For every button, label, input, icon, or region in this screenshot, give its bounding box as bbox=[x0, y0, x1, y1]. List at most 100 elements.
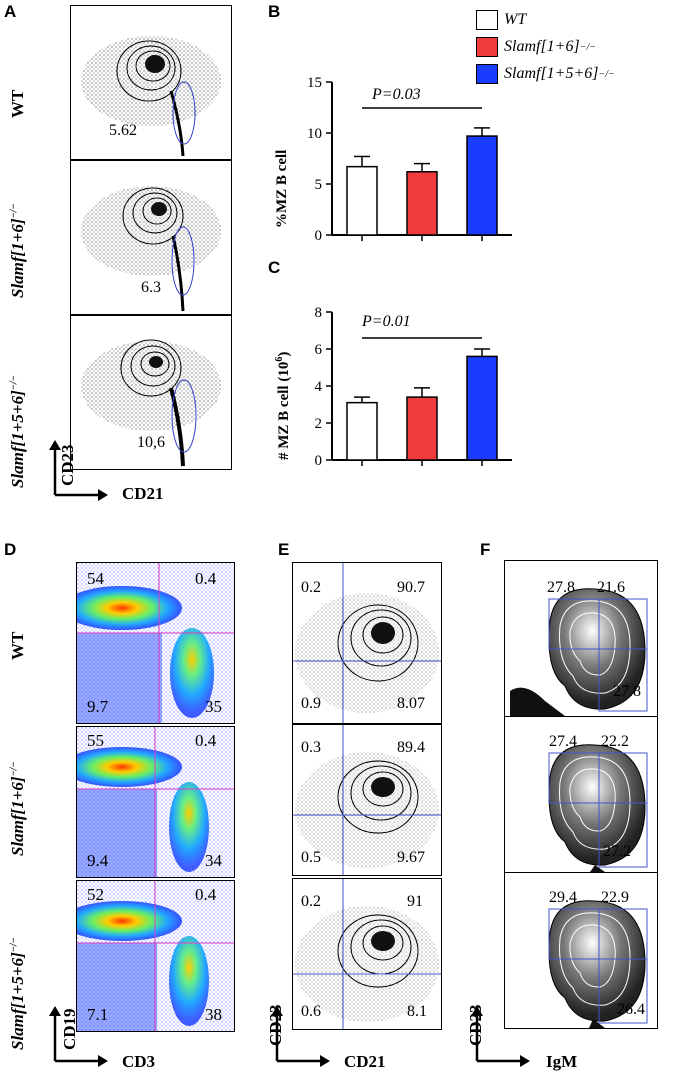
flow-contour-plot bbox=[293, 879, 441, 1029]
panel-f-gate-a: 27.4 bbox=[549, 733, 577, 750]
panel-a-plot-slamf16: 6.3 bbox=[70, 160, 232, 315]
panel-d-quadrant-bl: 7.1 bbox=[87, 1005, 109, 1024]
legend-item-wt: WT bbox=[476, 10, 526, 30]
panel-d-quadrant-tr: 0.4 bbox=[195, 885, 217, 904]
flow-contour-plot bbox=[81, 36, 221, 157]
panel-a-value: 10,6 bbox=[137, 434, 165, 451]
panel-a-axis-arrows bbox=[49, 440, 108, 501]
y-tick-label: 4 bbox=[315, 379, 323, 395]
y-tick-label: 2 bbox=[315, 416, 323, 432]
panel-a-value: 6.3 bbox=[141, 279, 161, 296]
y-tick-label: 8 bbox=[315, 305, 323, 321]
panel-d-row-label-slamf16: Slamf[1+6]−/− bbox=[8, 761, 27, 856]
flow-density-plot bbox=[77, 727, 234, 877]
panel-f-gate-a: 29.4 bbox=[549, 889, 577, 906]
flow-contour-plot bbox=[548, 900, 648, 1028]
panel-d-plot-slamf156: 52 0.4 7.1 38 bbox=[76, 880, 235, 1032]
panel-f-y-axis-label: CD23 bbox=[466, 1004, 485, 1046]
panel-d-quadrant-tr: 0.4 bbox=[195, 731, 217, 750]
panel-e-quadrant-br: 8.07 bbox=[397, 695, 425, 712]
legend-item-slamf156: Slamf[1+5+6] −/− bbox=[476, 64, 615, 84]
panel-f-axis-arrows bbox=[471, 1006, 530, 1067]
panel-e-axis-arrows bbox=[271, 1006, 330, 1067]
panel-label-f: F bbox=[480, 540, 491, 559]
panel-d-plot-slamf16: 55 0.4 9.4 34 bbox=[76, 726, 235, 878]
flow-contour-plot bbox=[510, 588, 648, 716]
y-tick-label: 5 bbox=[315, 177, 323, 193]
bar bbox=[346, 165, 378, 236]
y-tick-label: 0 bbox=[315, 228, 323, 244]
panel-d-y-axis-label: CD19 bbox=[60, 1008, 79, 1050]
panel-f-plot-slamf156: 29.4 22.9 26.4 bbox=[504, 872, 658, 1029]
panel-f-plot-slamf16: 27.4 22.2 27.2 bbox=[504, 716, 658, 873]
bar bbox=[406, 396, 438, 461]
panel-a-value: 5.62 bbox=[109, 122, 137, 139]
y-tick-label: 10 bbox=[307, 126, 322, 142]
panel-label-b: B bbox=[268, 2, 281, 21]
panel-f-gate-c: 27.2 bbox=[603, 843, 631, 860]
legend-swatch-wt bbox=[476, 10, 498, 30]
panel-d-x-axis-label: CD3 bbox=[122, 1052, 156, 1071]
panel-d-quadrant-tl: 54 bbox=[87, 569, 104, 588]
legend-item-slamf16: Slamf[1+6] −/− bbox=[476, 37, 596, 57]
panel-e-quadrant-bl: 0.6 bbox=[301, 1003, 321, 1020]
flow-contour-plot bbox=[293, 563, 441, 723]
flow-contour-plot bbox=[293, 725, 441, 875]
bar bbox=[406, 171, 438, 236]
panel-f-x-axis-label: IgM bbox=[546, 1052, 578, 1071]
flow-contour-plot bbox=[548, 744, 648, 872]
panel-e-quadrant-tr: 90.7 bbox=[397, 579, 425, 596]
panel-f-gate-a: 27.8 bbox=[547, 579, 575, 596]
panel-e-quadrant-tr: 91 bbox=[407, 893, 423, 910]
panel-b-p-value: P=0.03 bbox=[372, 86, 421, 103]
flow-density-plot bbox=[77, 563, 234, 723]
bar bbox=[346, 401, 378, 461]
panel-d-quadrant-br: 34 bbox=[205, 851, 222, 870]
panel-d-plot-wt: 54 0.4 9.7 35 bbox=[76, 562, 235, 724]
panel-c-bar-chart: 0 2 4 6 8 bbox=[315, 305, 512, 469]
panel-e-plot-slamf16: 0.3 89.4 0.5 9.67 bbox=[292, 724, 442, 876]
panel-d-axis-arrows bbox=[49, 1006, 108, 1067]
panel-e-quadrant-bl: 0.9 bbox=[301, 695, 321, 712]
flow-contour-plot bbox=[81, 186, 221, 312]
panel-d-quadrant-br: 35 bbox=[205, 697, 222, 716]
panel-b-bar-chart: 0 5 10 15 bbox=[307, 75, 512, 244]
panel-f-gate-b: 22.2 bbox=[601, 733, 629, 750]
bar bbox=[466, 355, 498, 461]
panel-e-plot-wt: 0.2 90.7 0.9 8.07 bbox=[292, 562, 442, 724]
panel-a-row-label-slamf16: Slamf[1+6]−/− bbox=[8, 203, 27, 298]
panel-d-quadrant-tl: 52 bbox=[87, 885, 104, 904]
y-tick-label: 6 bbox=[315, 342, 323, 358]
panel-d-quadrant-bl: 9.7 bbox=[87, 697, 109, 716]
panel-f-plot-wt: 27.8 21.6 27.8 bbox=[504, 560, 658, 717]
panel-d-quadrant-tl: 55 bbox=[87, 731, 104, 750]
flow-contour-plot bbox=[81, 339, 221, 467]
y-tick-label: 0 bbox=[315, 453, 323, 469]
panel-e-x-axis-label: CD21 bbox=[344, 1052, 386, 1071]
panel-e-quadrant-br: 9.67 bbox=[397, 849, 425, 866]
panel-d-quadrant-br: 38 bbox=[205, 1005, 222, 1024]
legend-swatch-slamf156 bbox=[476, 64, 498, 84]
panel-a-row-label-slamf156: Slamf[1+5+6]−/− bbox=[8, 375, 27, 488]
panel-e-quadrant-tl: 0.2 bbox=[301, 893, 321, 910]
flow-density-plot bbox=[77, 881, 234, 1031]
panel-e-quadrant-bl: 0.5 bbox=[301, 849, 321, 866]
panel-label-a: A bbox=[4, 2, 17, 21]
panel-e-quadrant-tr: 89.4 bbox=[397, 739, 425, 756]
panel-label-c: C bbox=[268, 258, 281, 277]
panel-label-d: D bbox=[4, 540, 17, 559]
panel-a-y-axis-label: CD23 bbox=[58, 444, 77, 486]
panel-f-gate-c: 26.4 bbox=[617, 1001, 645, 1018]
panel-e-plot-slamf156: 0.2 91 0.6 8.1 bbox=[292, 878, 442, 1030]
panel-f-gate-c: 27.8 bbox=[613, 683, 641, 700]
panel-f-gate-b: 21.6 bbox=[597, 579, 625, 596]
panel-label-e: E bbox=[278, 540, 290, 559]
panel-d-row-label-wt: WT bbox=[8, 631, 27, 660]
bar bbox=[466, 135, 498, 236]
panel-d-quadrant-bl: 9.4 bbox=[87, 851, 109, 870]
y-tick-label: 15 bbox=[307, 75, 322, 91]
panel-e-y-axis-label: CD23 bbox=[266, 1004, 285, 1046]
panel-e-quadrant-tl: 0.3 bbox=[301, 739, 321, 756]
panel-a-x-axis-label: CD21 bbox=[122, 484, 164, 503]
panel-e-quadrant-br: 8.1 bbox=[407, 1003, 427, 1020]
